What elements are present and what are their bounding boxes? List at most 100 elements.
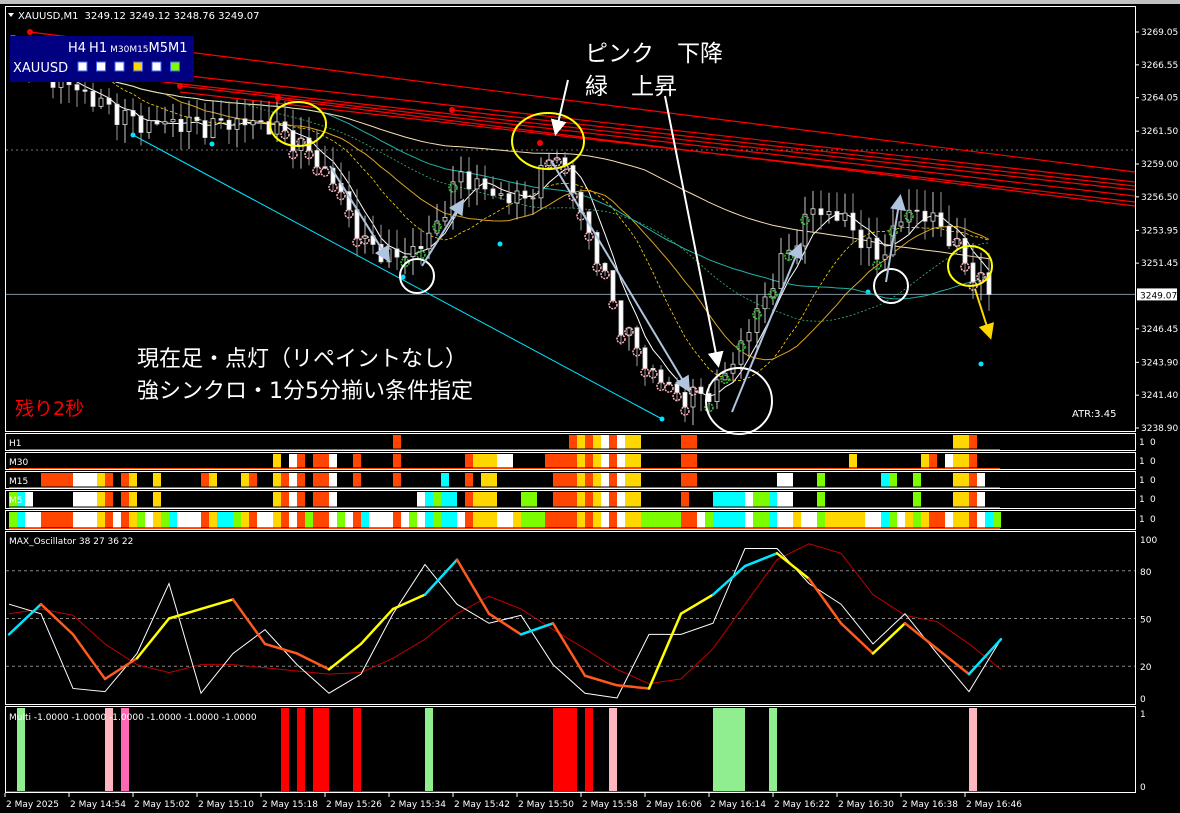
multi-bar bbox=[321, 708, 329, 791]
strip-cell bbox=[625, 435, 633, 449]
cyan-trendline bbox=[132, 134, 663, 420]
strip-cell bbox=[713, 512, 721, 528]
strip-cell bbox=[953, 512, 961, 528]
strip-cell bbox=[593, 435, 601, 449]
strip-cell bbox=[65, 512, 73, 528]
strip-cell bbox=[633, 454, 641, 468]
pink-sell-signal bbox=[960, 262, 970, 272]
oscillator-main-segment bbox=[487, 612, 523, 636]
strip-cell bbox=[353, 454, 361, 468]
strip-cell bbox=[617, 512, 625, 528]
strip-cell bbox=[441, 492, 449, 507]
panel-frames bbox=[5, 6, 1136, 793]
strip-cell bbox=[321, 492, 329, 507]
strip-cell bbox=[153, 492, 161, 507]
strip-cell bbox=[569, 454, 577, 468]
candle-body bbox=[354, 209, 360, 239]
strip-cell bbox=[465, 512, 473, 528]
oscillator-axis-label: 100 bbox=[1140, 536, 1157, 546]
candle-body bbox=[450, 181, 456, 218]
strip-cell bbox=[281, 512, 289, 528]
strip-cell bbox=[969, 492, 977, 507]
strip-cell bbox=[217, 512, 225, 528]
price-axis-label: 3238.90 bbox=[1141, 424, 1178, 434]
strip-cell bbox=[777, 492, 785, 507]
strip-cell bbox=[553, 454, 561, 468]
strip-cell bbox=[921, 454, 929, 468]
candles bbox=[10, 35, 992, 426]
red-trendline bbox=[179, 85, 1136, 197]
strip-cell bbox=[321, 454, 329, 468]
oscillator-main-segment bbox=[103, 657, 139, 681]
axes: 3269.05 3266.55 3264.05 3261.50 3259.00 3256.… bbox=[4, 28, 1178, 810]
strip-cell bbox=[313, 473, 321, 487]
strip-cell bbox=[609, 512, 617, 528]
strip-cell bbox=[713, 492, 721, 507]
strip-panel-m30 bbox=[5, 452, 1136, 470]
strip-cell bbox=[961, 492, 969, 507]
dashboard-symbol: XAUUSD bbox=[13, 61, 68, 76]
strip-cell bbox=[569, 512, 577, 528]
strip-cell bbox=[353, 473, 361, 487]
multi-bar bbox=[729, 708, 737, 791]
strip-cell bbox=[249, 512, 257, 528]
strip-cell bbox=[777, 512, 785, 528]
candle-body bbox=[954, 238, 960, 247]
strip-cell bbox=[433, 512, 441, 528]
strip-cell bbox=[241, 473, 249, 487]
candle-body bbox=[626, 327, 632, 336]
signal-markers bbox=[280, 129, 986, 416]
white-highlight-circle bbox=[873, 268, 909, 304]
strip-cell bbox=[385, 512, 393, 528]
strip-cell bbox=[809, 512, 817, 528]
strip-cell bbox=[361, 512, 369, 528]
price-axis-label: 3261.50 bbox=[1141, 127, 1178, 137]
time-axis-label: 2 May 16:06 bbox=[646, 800, 702, 810]
strip-cell bbox=[625, 512, 633, 528]
candle-body bbox=[482, 178, 488, 190]
dashboard-square-h4 bbox=[77, 61, 88, 72]
green-buy-signal bbox=[800, 215, 810, 225]
strip-cell bbox=[769, 512, 777, 528]
time-axis-label: 2 May 16:22 bbox=[774, 800, 830, 810]
chart-canvas[interactable]: 1 01 01 01 01 0 3269.053266.553264.053261.503… bbox=[0, 4, 1180, 813]
strip-cell bbox=[353, 512, 361, 528]
candle-body bbox=[186, 116, 192, 132]
candle-body bbox=[130, 110, 136, 117]
strip-cell bbox=[169, 512, 177, 528]
candle-body bbox=[722, 372, 728, 381]
price-axis-label: 3251.45 bbox=[1141, 259, 1178, 269]
candle-body bbox=[802, 213, 808, 247]
time-axis-label: 2 May 16:38 bbox=[902, 800, 958, 810]
main-price-panel[interactable] bbox=[5, 6, 1136, 432]
candle-body bbox=[282, 121, 288, 131]
strip-cell bbox=[505, 512, 513, 528]
strip-cell bbox=[937, 512, 945, 528]
oscillator-main-segment bbox=[935, 647, 971, 676]
candle-body bbox=[866, 237, 872, 249]
strip-cell bbox=[769, 492, 777, 507]
strip-cell bbox=[849, 512, 857, 528]
strip-cell bbox=[489, 512, 497, 528]
strip-cell bbox=[273, 512, 281, 528]
green-buy-signal bbox=[736, 342, 746, 352]
strip-cell bbox=[513, 512, 521, 528]
candle-body bbox=[498, 193, 504, 196]
candle-body bbox=[922, 210, 928, 222]
strip-cell bbox=[329, 473, 337, 487]
dashboard-background bbox=[10, 36, 194, 82]
strip-cell bbox=[953, 435, 961, 449]
candle-body bbox=[610, 270, 616, 302]
strip-cell bbox=[425, 512, 433, 528]
oscillator-main-segment bbox=[647, 612, 683, 690]
strip-cell bbox=[721, 512, 729, 528]
strip-cell bbox=[273, 492, 281, 507]
strip-cell bbox=[817, 473, 825, 487]
strip-cell bbox=[81, 473, 89, 487]
candle-body bbox=[946, 225, 952, 247]
strip-cell bbox=[297, 512, 305, 528]
strip-cell bbox=[745, 512, 753, 528]
strip-cell bbox=[801, 512, 809, 528]
dropdown-triangle-icon[interactable] bbox=[8, 13, 14, 17]
strip-cell bbox=[97, 512, 105, 528]
